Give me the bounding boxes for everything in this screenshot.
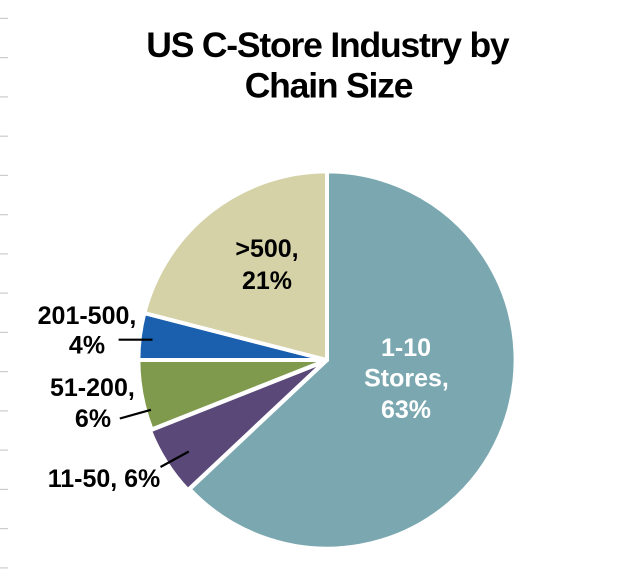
- svg-text:4%: 4%: [69, 332, 105, 360]
- svg-text:201-500,: 201-500,: [38, 302, 137, 330]
- svg-text:Chain Size: Chain Size: [245, 66, 413, 106]
- svg-text:US C-Store Industry by: US C-Store Industry by: [146, 25, 510, 65]
- svg-text:11-50, 6%: 11-50, 6%: [48, 465, 161, 493]
- svg-text:Stores,: Stores,: [364, 365, 449, 393]
- svg-text:63%: 63%: [381, 396, 431, 424]
- svg-text:1-10: 1-10: [381, 334, 431, 362]
- svg-text:21%: 21%: [242, 267, 292, 295]
- svg-text:6%: 6%: [75, 405, 111, 433]
- svg-text:>500,: >500,: [235, 235, 298, 263]
- svg-text:51-200,: 51-200,: [50, 374, 135, 402]
